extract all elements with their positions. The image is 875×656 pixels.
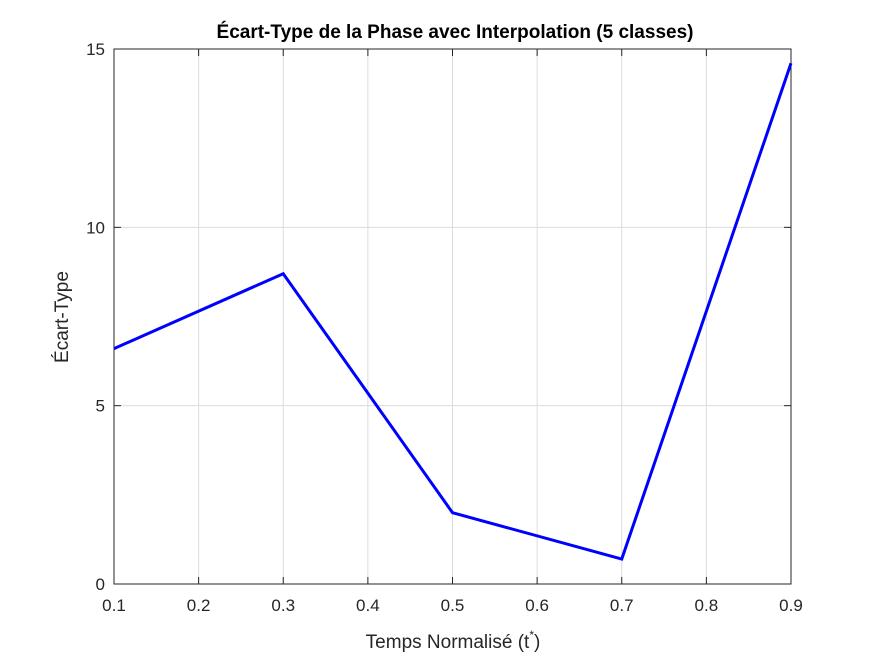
x-tick-label: 0.4 — [356, 596, 380, 615]
y-tick-label: 15 — [86, 40, 105, 59]
x-tick-label: 0.5 — [441, 596, 465, 615]
y-axis-label: Écart-Type — [52, 271, 73, 363]
tick-labels: 0.1 0.2 0.3 0.4 0.5 0.6 0.7 0.8 0.9 0 5 10 15 — [86, 40, 803, 615]
x-tick-label: 0.2 — [187, 596, 211, 615]
x-tick-label: 0.6 — [525, 596, 549, 615]
series-layer — [113, 62, 793, 561]
x-axis-label-suffix: ) — [534, 632, 540, 653]
x-tick-label: 0.1 — [102, 596, 126, 615]
chart-title: Écart-Type de la Phase avec Interpolatio… — [217, 21, 694, 43]
y-tick-label: 0 — [96, 575, 105, 594]
grid — [113, 48, 792, 585]
y-tick-label: 5 — [96, 397, 105, 416]
y-tick-label: 10 — [86, 218, 105, 237]
series-line — [113, 62, 793, 561]
x-axis-label: Temps Normalisé (t*) — [366, 628, 541, 653]
x-tick-label: 0.7 — [610, 596, 634, 615]
x-tick-label: 0.3 — [271, 596, 295, 615]
axis-ticks — [113, 48, 792, 585]
x-axis-label-superscript: * — [529, 628, 534, 642]
x-tick-label: 0.8 — [695, 596, 719, 615]
x-tick-label: 0.9 — [779, 596, 803, 615]
